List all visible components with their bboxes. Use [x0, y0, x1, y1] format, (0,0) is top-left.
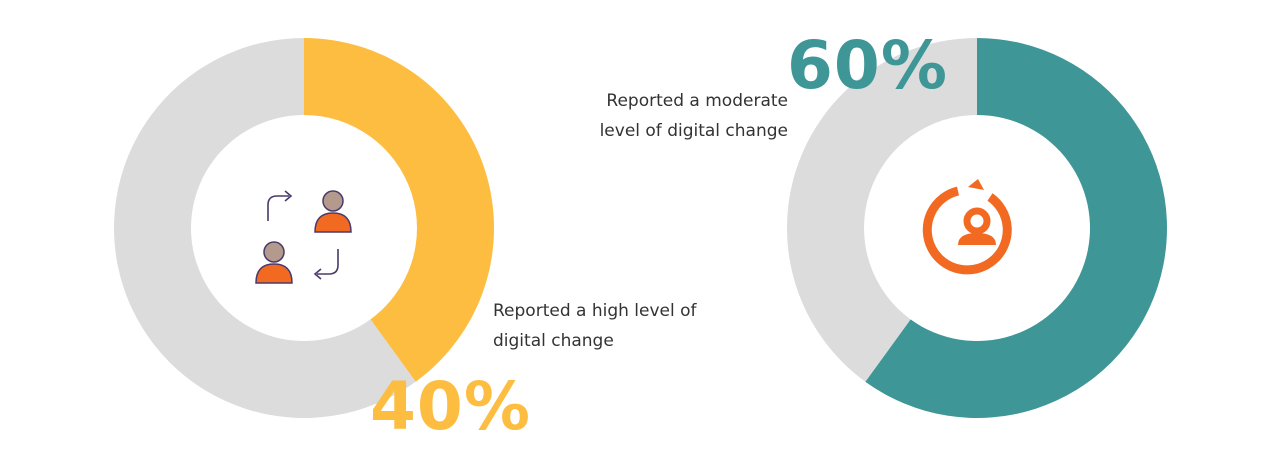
donut-chart-moderate: [787, 38, 1168, 419]
person-refresh-icon: [922, 179, 1012, 275]
people-exchange-icon: [255, 190, 352, 284]
high-change-label: Reported a high level of digital change: [493, 301, 697, 351]
moderate-change-label: Reported a moderate level of digital cha…: [599, 91, 788, 141]
moderate-change-percent: 60%: [787, 27, 948, 104]
donut-slice-remainder: [114, 38, 416, 419]
high-change-percent: 40%: [370, 368, 531, 445]
donut-slice-highlight: [304, 38, 494, 382]
donut-chart-high: [114, 38, 494, 419]
donut-slice-remainder: [787, 38, 977, 382]
donut-slice-highlight: [865, 38, 1168, 419]
